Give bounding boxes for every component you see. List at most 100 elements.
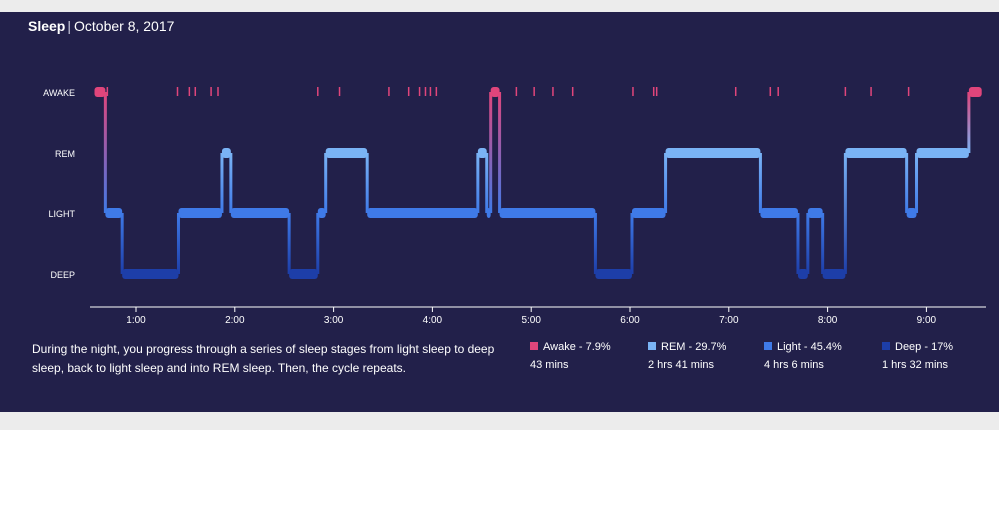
stage-connector [593, 213, 597, 274]
awake-mark [176, 87, 179, 96]
segment-rem [916, 148, 969, 158]
segment-rem [325, 148, 368, 158]
legend-light-label: Light - 45.4% [777, 341, 842, 353]
segment-deep [822, 269, 846, 279]
awake-mark [907, 87, 910, 96]
legend-rem-label: REM - 29.7% [661, 341, 727, 353]
segment-light [807, 208, 823, 218]
legend-awake-label: Awake - 7.9% [543, 341, 611, 353]
stage-connector [796, 213, 800, 274]
stage-connector [485, 153, 489, 213]
awake-mark [769, 87, 772, 96]
x-tick-label: 9:00 [917, 315, 937, 326]
awake-mark [777, 87, 779, 96]
legend-deep-duration: 1 hrs 32 mins [882, 359, 949, 371]
segment-awake [968, 87, 982, 97]
page-title: Sleep | October 8, 2017 [28, 18, 174, 34]
stage-connector [498, 92, 502, 213]
stage-label-awake: AWAKE [43, 88, 75, 98]
stage-label-rem: REM [55, 149, 75, 159]
awake-mark [435, 87, 438, 96]
awake-mark [515, 87, 518, 96]
segment-deep [122, 269, 179, 279]
stage-connector [905, 153, 909, 213]
segment-awake [490, 87, 500, 97]
legend-rem-swatch [648, 342, 656, 350]
stage-connector [758, 153, 762, 213]
segment-light [499, 208, 596, 218]
x-tick-label: 7:00 [719, 315, 739, 326]
stage-connector [103, 92, 107, 213]
awake-mark [194, 87, 197, 96]
segment-deep [289, 269, 318, 279]
stage-connector [806, 213, 810, 274]
segment-light [631, 208, 666, 218]
x-tick-label: 1:00 [126, 315, 146, 326]
segment-deep [797, 269, 808, 279]
title-separator: | [67, 18, 71, 34]
stage-connector [229, 153, 233, 213]
awake-mark [424, 87, 427, 96]
awake-mark [317, 87, 319, 96]
stage-connector [316, 213, 320, 274]
title-label: Sleep [28, 18, 66, 34]
bottom-band [0, 412, 999, 430]
segment-light [317, 208, 326, 218]
stage-connector [489, 92, 493, 213]
legend-awake-duration: 43 mins [530, 359, 569, 371]
awake-mark [418, 87, 421, 96]
segment-light [178, 208, 222, 218]
stage-connector [915, 153, 919, 213]
awake-mark [734, 87, 737, 96]
legend-light-duration: 4 hrs 6 mins [764, 359, 824, 371]
next-card-right [692, 430, 999, 506]
segment-light [906, 208, 917, 218]
stage-connector [476, 153, 480, 213]
legend-deep-label: Deep - 17% [895, 341, 954, 353]
x-tick-label: 8:00 [818, 315, 838, 326]
sleep-stages-chart: AWAKE REM LIGHT DEEP 1:00 2:00 3:00 4:00 5:00 6:… [43, 87, 986, 326]
top-strip [0, 0, 999, 12]
segment-rem [221, 148, 231, 158]
legend-deep: Deep - 17% 1 hrs 32 mins [882, 341, 953, 371]
awake-marks [106, 87, 910, 96]
stage-connectors [103, 92, 971, 274]
segment-rem [477, 148, 487, 158]
segment-light [760, 208, 798, 218]
legend-rem: REM - 29.7% 2 hrs 41 mins [648, 341, 726, 371]
stage-segments [94, 87, 982, 279]
stage-connector [324, 153, 328, 213]
x-tick-label: 6:00 [620, 315, 640, 326]
awake-mark [655, 87, 658, 96]
stage-connector [630, 213, 634, 274]
legend-awake: Awake - 7.9% 43 mins [530, 341, 611, 371]
x-tick-label: 5:00 [521, 315, 541, 326]
next-card-left [20, 430, 678, 506]
stage-connector [664, 153, 668, 213]
legend-rem-duration: 2 hrs 41 mins [648, 359, 715, 371]
x-tick-label: 3:00 [324, 315, 344, 326]
awake-mark [217, 87, 219, 96]
segment-light [486, 208, 491, 218]
awake-mark [407, 87, 410, 96]
awake-mark [210, 87, 212, 96]
stage-connector [821, 213, 825, 274]
legend-light: Light - 45.4% 4 hrs 6 mins [764, 341, 842, 371]
awake-mark [533, 87, 535, 96]
awake-mark [552, 87, 554, 96]
stage-connector [176, 213, 180, 274]
legend-light-swatch [764, 342, 772, 350]
awake-mark [106, 87, 109, 96]
segment-rem [845, 148, 907, 158]
awake-mark [571, 87, 574, 96]
x-axis-ticks: 1:00 2:00 3:00 4:00 5:00 6:00 7:00 8:00 9:00 [126, 307, 937, 326]
awake-mark [429, 87, 432, 96]
segment-deep [595, 269, 632, 279]
awake-mark [844, 87, 847, 96]
segment-awake [94, 87, 106, 97]
x-tick-label: 2:00 [225, 315, 245, 326]
awake-mark [870, 87, 872, 96]
awake-mark [632, 87, 634, 96]
stage-connector [843, 153, 847, 274]
stage-connector [120, 213, 124, 274]
